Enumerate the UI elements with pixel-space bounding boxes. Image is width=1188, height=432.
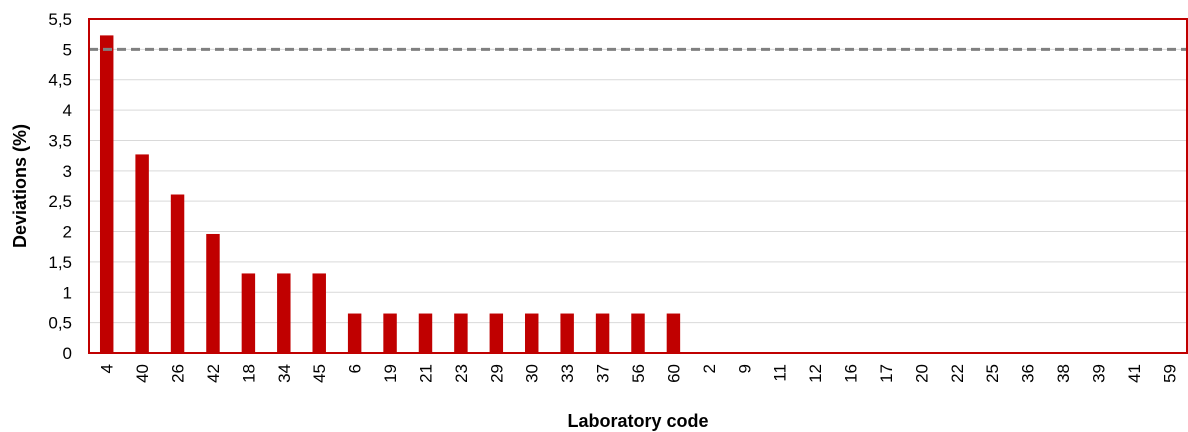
x-tick-label: 60 bbox=[664, 364, 683, 383]
y-tick-label: 4,5 bbox=[48, 71, 72, 90]
bar bbox=[525, 313, 539, 353]
y-tick-label: 3,5 bbox=[48, 131, 72, 150]
y-axis-title: Deviations (%) bbox=[10, 124, 30, 248]
y-tick-label: 2 bbox=[63, 223, 72, 242]
x-axis-ticks: 4 40 26 42 18 34 45 6 19 21 23 29 30 33 37 56 60 2 9 11 12 16… bbox=[98, 364, 1180, 383]
x-tick-label: 56 bbox=[629, 364, 648, 383]
x-tick-label: 9 bbox=[735, 364, 754, 373]
bar bbox=[241, 273, 256, 353]
x-tick-label: 26 bbox=[169, 364, 188, 383]
bar bbox=[454, 313, 468, 353]
bar bbox=[595, 313, 610, 353]
x-tick-label: 19 bbox=[381, 364, 400, 383]
y-tick-label: 1,5 bbox=[48, 253, 72, 272]
x-tick-label: 36 bbox=[1019, 364, 1038, 383]
bar bbox=[170, 194, 185, 353]
y-axis-ticks: 0 0,5 1 1,5 2 2,5 3 3,5 4 4,5 5 5,5 bbox=[48, 10, 72, 363]
y-tick-label: 3 bbox=[63, 162, 72, 181]
x-tick-label: 4 bbox=[98, 364, 117, 373]
y-tick-label: 5 bbox=[63, 40, 72, 59]
bar bbox=[418, 313, 433, 353]
x-tick-label: 38 bbox=[1054, 364, 1073, 383]
y-tick-label: 4 bbox=[63, 101, 72, 120]
bars bbox=[99, 35, 681, 353]
bar bbox=[347, 313, 362, 353]
y-tick-label: 1 bbox=[63, 283, 72, 302]
y-tick-label: 0,5 bbox=[48, 314, 72, 333]
bar bbox=[489, 313, 504, 353]
x-tick-label: 6 bbox=[346, 364, 365, 373]
x-tick-label: 11 bbox=[771, 364, 790, 382]
x-tick-label: 25 bbox=[983, 364, 1002, 383]
y-tick-label: 2,5 bbox=[48, 192, 72, 211]
x-tick-label: 20 bbox=[912, 364, 931, 383]
x-tick-label: 37 bbox=[594, 364, 613, 383]
bar bbox=[277, 273, 291, 353]
x-tick-label: 2 bbox=[700, 364, 719, 373]
x-tick-label: 33 bbox=[558, 364, 577, 383]
x-tick-label: 18 bbox=[239, 364, 258, 383]
x-tick-label: 59 bbox=[1160, 364, 1179, 383]
bar bbox=[135, 154, 149, 353]
bar bbox=[383, 313, 397, 353]
bar bbox=[560, 313, 574, 353]
x-tick-label: 45 bbox=[310, 364, 329, 383]
x-tick-label: 39 bbox=[1089, 364, 1108, 383]
x-tick-label: 41 bbox=[1125, 364, 1144, 383]
y-tick-label: 5,5 bbox=[48, 10, 72, 29]
x-tick-label: 22 bbox=[948, 364, 967, 383]
x-tick-label: 17 bbox=[877, 364, 896, 383]
bar bbox=[631, 313, 645, 353]
bar bbox=[312, 273, 326, 353]
x-tick-label: 29 bbox=[487, 364, 506, 383]
x-axis-title: Laboratory code bbox=[567, 411, 708, 431]
bar bbox=[206, 233, 220, 353]
x-tick-label: 42 bbox=[204, 364, 223, 383]
x-tick-label: 30 bbox=[523, 364, 542, 383]
x-tick-label: 16 bbox=[842, 364, 861, 383]
bar bbox=[99, 35, 114, 353]
plot-frame bbox=[88, 18, 1188, 354]
x-tick-label: 21 bbox=[416, 364, 435, 383]
x-tick-label: 23 bbox=[452, 364, 471, 383]
x-tick-label: 34 bbox=[275, 364, 294, 383]
bar bbox=[666, 313, 681, 353]
x-tick-label: 12 bbox=[806, 364, 825, 383]
x-tick-label: 40 bbox=[133, 364, 152, 383]
y-tick-label: 0 bbox=[63, 344, 72, 363]
